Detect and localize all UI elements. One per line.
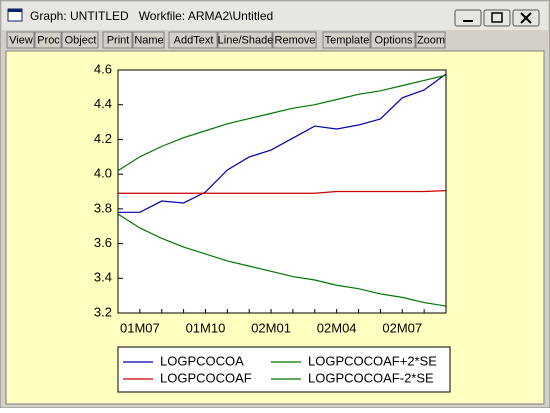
y-tick-label: 3.2 [94, 304, 112, 319]
y-tick-label: 3.4 [94, 270, 112, 285]
series-line [118, 73, 447, 213]
toolbar-button[interactable]: Zoom [415, 31, 446, 49]
window-controls [454, 9, 540, 27]
maximize-button[interactable] [483, 9, 511, 27]
plot: 3.2 3.4 3.6 3.8 4.0 4.2 4.4 4.6 01M07 01M10 02M01 0… [94, 61, 447, 335]
button-face [322, 31, 371, 49]
toolbar-button[interactable]: Object [61, 31, 99, 49]
button-label: Object [65, 34, 97, 46]
toolbar-button[interactable]: Name [132, 31, 165, 49]
toolbar-button[interactable]: Line/Shade [217, 31, 274, 49]
button-face [6, 31, 35, 49]
toolbar-button[interactable]: Print [102, 31, 133, 49]
legend [117, 346, 451, 393]
y-tick-label: 4.6 [94, 61, 112, 76]
x-tick-label: 01M07 [120, 320, 160, 335]
button-face [168, 31, 218, 49]
button-label: Print [107, 34, 130, 46]
button-face [370, 31, 416, 49]
minimize-button[interactable] [454, 9, 482, 27]
legend-label: LOGPCOCOAF-2*SE [308, 370, 434, 385]
y-tick-label: 4.2 [94, 131, 112, 146]
y-tick-label: 3.6 [94, 235, 112, 250]
button-label: Name [134, 34, 163, 46]
toolbar-button[interactable]: Options [370, 31, 416, 49]
y-tick-label: 3.8 [94, 200, 112, 215]
window-icon-bar [8, 9, 22, 12]
toolbar-button[interactable]: Remove [272, 31, 317, 49]
toolbar-button[interactable]: AddText [168, 31, 218, 49]
x-tick-label: 02M07 [382, 320, 422, 335]
legend-label: LOGPCOCOAF [160, 370, 252, 385]
button-label: AddText [174, 34, 214, 46]
button-face [132, 31, 165, 49]
x-tick-label: 02M01 [251, 320, 291, 335]
y-tick-label: 4.0 [94, 166, 112, 181]
legend-label: LOGPCOCOAF+2*SE [308, 353, 437, 368]
button-face [61, 31, 99, 49]
toolbar-button[interactable]: Template [322, 31, 371, 49]
series-line [117, 213, 447, 307]
legend-label: LOGPCOCOA [160, 353, 244, 368]
y-tick-label: 4.4 [94, 96, 112, 111]
toolbar-button[interactable]: View [6, 31, 35, 49]
button-label: View [9, 34, 33, 46]
series-line [118, 190, 447, 194]
toolbar: View Proc Object Print Name AddText Line/Shade… [6, 31, 446, 49]
button-face [102, 31, 133, 49]
button-label: Proc [37, 34, 60, 46]
button-label: Template [325, 34, 370, 46]
button-label: Options [375, 34, 413, 46]
x-tick-label: 01M10 [186, 320, 226, 335]
button-face [415, 31, 446, 49]
button-label: Line/Shade [218, 34, 274, 46]
button-label: Zoom [417, 34, 445, 46]
x-tick-label: 02M04 [317, 320, 357, 335]
plot-frame [117, 69, 447, 314]
toolbar-button[interactable]: Proc [34, 31, 62, 49]
button-label: Remove [275, 34, 316, 46]
button-face [34, 31, 62, 49]
button-face [272, 31, 317, 49]
close-icon [520, 12, 532, 24]
series-line [117, 74, 447, 172]
maximize-icon [491, 12, 503, 23]
window-title: Graph: UNTITLED Workfile: ARMA2\Untitled [30, 9, 273, 23]
button-face [217, 31, 273, 49]
